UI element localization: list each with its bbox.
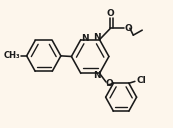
Text: N: N xyxy=(93,71,101,80)
Text: O: O xyxy=(105,79,113,88)
Text: O: O xyxy=(107,9,114,18)
Text: N: N xyxy=(93,33,101,42)
Text: O: O xyxy=(124,24,132,33)
Text: Cl: Cl xyxy=(137,76,147,84)
Text: N: N xyxy=(81,34,89,43)
Text: CH₃: CH₃ xyxy=(3,51,20,60)
